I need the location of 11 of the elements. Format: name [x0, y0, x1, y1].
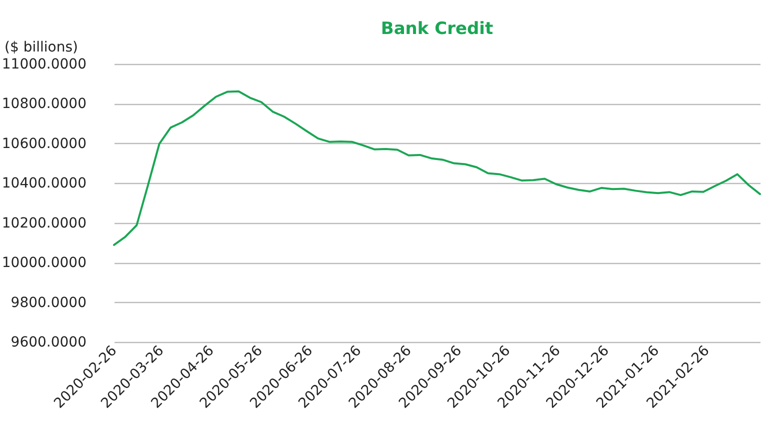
- y-axis-title: ($ billions): [4, 40, 78, 56]
- y-tick-label: 10000.0000: [2, 255, 86, 272]
- chart-title: Bank Credit: [380, 19, 494, 39]
- y-tick-label: 10400.0000: [2, 176, 86, 192]
- y-tick-label: 10200.0000: [2, 215, 86, 232]
- y-tick-label: 11000.0000: [2, 56, 86, 72]
- line-series: [113, 90, 761, 246]
- y-tick-label: 9800.0000: [10, 294, 86, 311]
- y-tick-label: 10800.0000: [2, 96, 86, 112]
- y-tick-label: 9600.0000: [10, 334, 86, 350]
- y-tick-label: 10600.0000: [2, 136, 86, 152]
